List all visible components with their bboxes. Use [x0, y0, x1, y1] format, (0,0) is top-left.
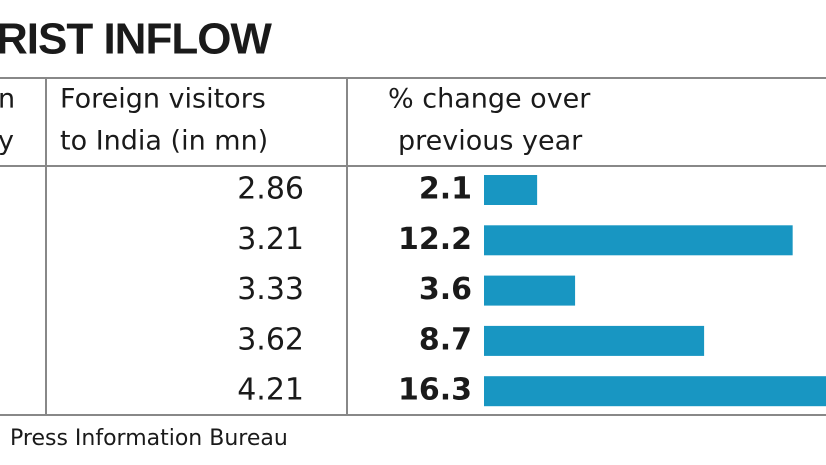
change-value: 16.3 — [398, 373, 472, 408]
header: y — [0, 126, 14, 157]
visitors-value: 2.86 — [237, 172, 304, 207]
bar — [484, 225, 793, 256]
header: previous year — [398, 126, 583, 157]
header: to India (in mn) — [60, 126, 268, 157]
change-value: 2.1 — [419, 172, 472, 207]
header: % change over — [388, 84, 591, 115]
visitors-value: 4.21 — [237, 373, 304, 408]
bar — [484, 376, 826, 407]
source: Press Information Bureau — [10, 426, 288, 451]
visitors-value: 3.33 — [237, 272, 304, 307]
visitors-value: 3.62 — [237, 322, 304, 357]
change-value: 8.7 — [419, 322, 472, 357]
title: RIST INFLOW — [0, 15, 272, 64]
change-value: 3.6 — [419, 272, 472, 307]
bar — [484, 275, 576, 306]
bar — [484, 175, 538, 205]
change-value: 12.2 — [398, 222, 472, 257]
visitors-value: 3.21 — [237, 222, 304, 257]
bar — [484, 325, 705, 356]
header: Foreign visitors — [60, 84, 266, 115]
header: n — [0, 84, 15, 115]
